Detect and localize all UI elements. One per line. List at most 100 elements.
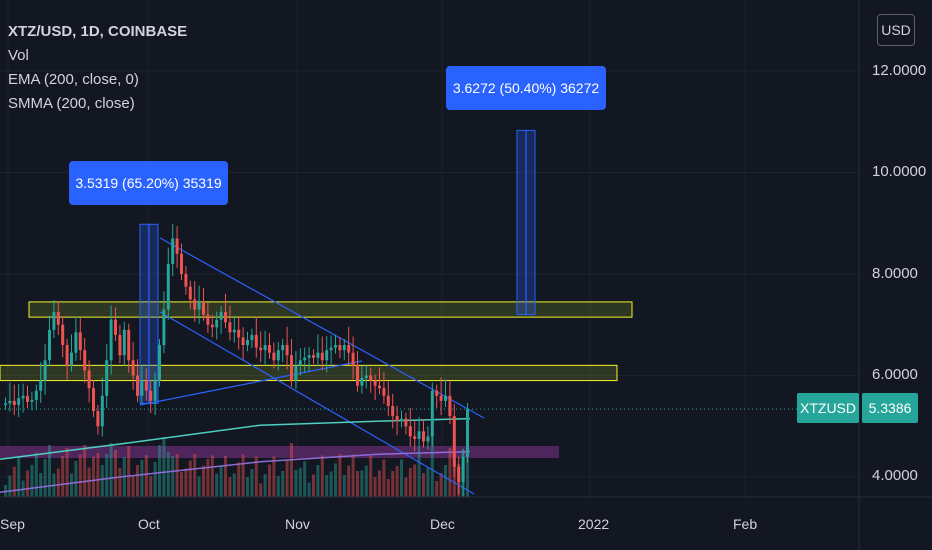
candle-body <box>78 332 82 351</box>
candle-body <box>395 416 399 422</box>
last-price-symbol-tag: XTZUSD <box>797 393 859 423</box>
volume-bar <box>202 465 205 497</box>
candle-body <box>175 238 179 254</box>
volume-bar <box>219 465 223 497</box>
volume-bar <box>131 476 135 497</box>
candle-body <box>34 390 38 400</box>
candle-body <box>92 388 95 412</box>
volume-bar <box>307 482 311 497</box>
volume-bar <box>224 456 227 497</box>
price-axis-label: 10.0000 <box>872 163 927 180</box>
candle-body <box>250 334 254 340</box>
volume-bar <box>144 455 148 497</box>
volume-bar <box>237 462 241 497</box>
volume-bar <box>338 454 342 497</box>
candle-body <box>136 375 139 396</box>
legend-indicator-ema[interactable]: EMA (200, close, 0) <box>8 71 139 88</box>
candle-body <box>444 395 447 401</box>
time-axis-label: Nov <box>285 516 310 532</box>
candle-body <box>241 337 245 346</box>
candle-body <box>131 360 135 376</box>
candle-body <box>347 345 351 353</box>
candle-body <box>105 360 109 396</box>
candle-body <box>430 390 434 437</box>
candle-body <box>290 355 293 381</box>
channel-line-lower <box>159 311 475 495</box>
measure-callout[interactable]: 3.5319 (65.20%) 35319 <box>69 161 228 205</box>
candle-body <box>96 411 100 427</box>
candle-body <box>351 352 355 366</box>
volume-bar <box>268 464 271 497</box>
candle-body <box>435 390 439 396</box>
candle-body <box>294 365 298 381</box>
volume-bar <box>153 462 157 497</box>
volume-bar <box>334 463 337 497</box>
legend-indicator-volume[interactable]: Vol <box>8 47 29 64</box>
price-axis-label: 8.0000 <box>872 265 918 282</box>
legend-indicator-smma[interactable]: SMMA (200, close) <box>8 95 135 112</box>
volume-bar <box>26 470 29 497</box>
candle-body <box>413 436 417 439</box>
volume-bar <box>254 456 258 497</box>
candle-body <box>400 418 403 422</box>
candle-body <box>334 345 337 348</box>
candle-body <box>184 274 188 287</box>
candle-body <box>342 345 346 351</box>
volume-bar <box>298 468 302 497</box>
candle-body <box>263 345 267 351</box>
volume-bar <box>100 465 104 497</box>
measure-callout[interactable]: 3.6272 (50.40%) 36272 <box>446 66 606 110</box>
candle-body <box>259 347 263 351</box>
trend-line <box>139 360 363 406</box>
volume-bar <box>184 468 188 497</box>
candle-body <box>312 355 315 358</box>
volume-bar <box>290 443 293 497</box>
volume-bar <box>351 454 355 497</box>
volume-bar <box>83 445 87 497</box>
volume-bar <box>408 468 412 497</box>
channel-line-upper <box>159 237 485 419</box>
volume-bar <box>114 450 117 497</box>
volume-bar <box>127 446 131 497</box>
volume-bar <box>78 454 82 497</box>
volume-bar <box>136 465 139 497</box>
candle-body <box>87 370 91 389</box>
smma-line <box>0 450 471 493</box>
volume-bar <box>430 436 434 497</box>
candle-body <box>307 355 311 358</box>
candle-body <box>338 345 342 351</box>
candle-body <box>83 350 87 371</box>
candle-body <box>202 301 205 315</box>
volume-bar <box>92 456 95 497</box>
candle-body <box>56 312 60 325</box>
candle-body <box>452 416 456 467</box>
volume-bar <box>105 454 109 497</box>
candle-body <box>303 357 307 361</box>
candle-body <box>461 456 465 483</box>
candle-body <box>237 329 241 338</box>
candle-body <box>298 360 302 366</box>
volume-bar <box>422 473 425 497</box>
candle-body <box>180 253 183 274</box>
currency-button[interactable]: USD <box>877 14 915 46</box>
volume-bar <box>210 455 214 497</box>
volume-bar <box>188 460 192 497</box>
candle-body <box>210 324 214 328</box>
volume-bar <box>312 474 315 497</box>
volume-bar <box>193 454 197 497</box>
price-axis-label: 12.0000 <box>872 62 927 79</box>
candle-body <box>276 350 280 361</box>
volume-bar <box>43 459 47 497</box>
volume-bar <box>17 457 21 497</box>
price-axis-label: 4.0000 <box>872 467 918 484</box>
candle-body <box>382 388 386 396</box>
candle-body <box>197 301 201 310</box>
volume-bar <box>56 468 60 497</box>
candle-body <box>448 395 452 417</box>
volume-bar <box>87 467 91 497</box>
volume-bar <box>382 459 386 497</box>
volume-bar <box>206 459 210 497</box>
time-axis-label: Dec <box>430 516 455 532</box>
candle-body <box>21 395 25 399</box>
